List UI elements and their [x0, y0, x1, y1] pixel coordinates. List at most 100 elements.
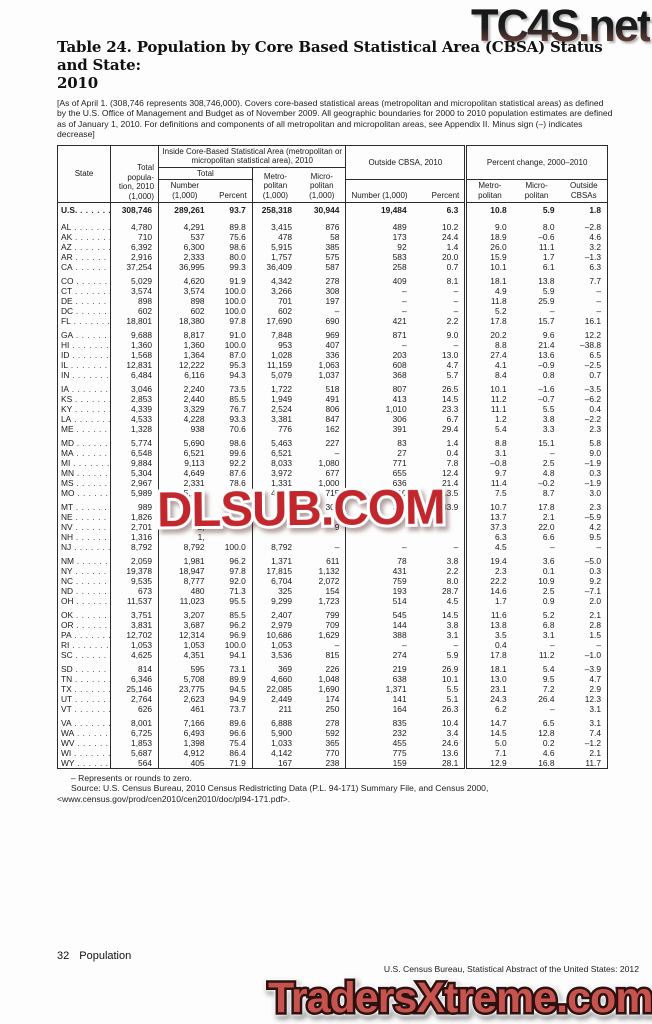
value-cell: 1,360: [183, 340, 205, 351]
value-cell: –: [412, 340, 468, 351]
value-cell: 6,548: [110, 448, 160, 459]
value-cell: 26.5: [412, 380, 468, 395]
value-cell: 3.1: [542, 630, 555, 641]
value-cell: 6.3: [494, 532, 507, 543]
value-cell: 11.6: [490, 610, 507, 621]
value-cell: 3.2: [589, 242, 601, 253]
value-cell: 3,831: [110, 620, 160, 631]
value-cell: 1.8: [589, 205, 601, 216]
value-cell: 5.2: [494, 306, 507, 317]
value-cell: 7,166: [183, 718, 205, 729]
table-row: DC . . . . . . . 602 602 100.0 602– – –5.2– –: [57, 306, 608, 317]
value-cell: 6.6: [542, 532, 555, 543]
value-cell: 11.2: [538, 650, 555, 661]
value-cell: 26.4: [538, 694, 555, 705]
value-cell: 18,380: [178, 316, 205, 327]
state-label: KY . . . . . . .: [57, 404, 112, 415]
value-cell: 0.3: [589, 468, 601, 479]
footnote-dash: – Represents or rounds to zero.: [71, 773, 192, 784]
table-row: CT . . . . . . . 3,574 3,574 100.0 3,266 308–…: [57, 286, 608, 297]
value-cell: 1.2: [494, 414, 507, 425]
value-cell: 807: [392, 384, 407, 395]
value-cell: –1.2: [584, 738, 601, 749]
value-cell: 6,493: [183, 728, 205, 739]
value-cell: 173: [392, 232, 407, 243]
value-cell: 7.5: [494, 488, 507, 499]
state-label: MT . . . . . . .: [57, 498, 112, 513]
value-cell: 0.9: [542, 596, 555, 607]
value-cell: 6,300: [183, 242, 205, 253]
value-cell: 771: [392, 458, 407, 469]
value-cell: 6,392: [110, 242, 160, 253]
state-label: OR . . . . . . .: [57, 620, 112, 631]
footnotes: – Represents or rounds to zero. Source: …: [57, 773, 613, 804]
value-cell: 2.3: [589, 502, 601, 513]
value-cell: 16.8: [538, 758, 555, 769]
value-cell: 91.0: [210, 326, 253, 341]
value-cell: 94.1: [210, 650, 253, 661]
table-row: OH . . . . . . . 11,537 11,023 95.5 9,299 1,7…: [57, 596, 608, 607]
value-cell: 10.4: [412, 714, 468, 729]
value-cell: 14.5: [412, 394, 468, 405]
value-cell: –7.1: [584, 586, 601, 597]
page-footer-right: U.S. Census Bureau, Statistical Abstract…: [383, 964, 639, 974]
value-cell: 5,915: [271, 242, 293, 253]
state-label: TX . . . . . . .: [57, 684, 112, 695]
value-cell: 518: [298, 380, 347, 395]
value-cell: 7.1: [494, 748, 507, 759]
value-cell: 2,524: [271, 404, 293, 415]
value-cell: 3,415: [271, 222, 293, 233]
value-cell: 3.1: [412, 630, 468, 641]
value-cell: 9.5: [589, 532, 601, 543]
value-cell: 759: [392, 576, 407, 587]
state-label: DE . . . . . . .: [57, 296, 112, 307]
table-row: UT . . . . . . . 2,764 2,623 94.9 2,449 174 14…: [57, 694, 608, 705]
value-cell: 638: [392, 674, 407, 685]
value-cell: 369: [278, 664, 293, 675]
value-cell: 3,329: [183, 404, 205, 415]
value-cell: 1,000: [298, 478, 347, 489]
value-cell: –1.9: [584, 478, 601, 489]
table-row: IA . . . . . . . 3,046 2,240 73.5 1,722 518 80…: [57, 380, 608, 395]
value-cell: 1,722: [271, 384, 293, 395]
state-label: NC . . . . . . .: [57, 576, 112, 587]
value-cell: 17,690: [266, 316, 293, 327]
value-cell: 274: [392, 650, 407, 661]
value-cell: 776: [278, 424, 293, 435]
col-header-number-outside: Number (1,000): [345, 179, 413, 204]
value-cell: 13.6: [412, 748, 468, 759]
value-cell: [210, 522, 253, 533]
value-cell: 18.1: [490, 664, 507, 675]
value-cell: 12,702: [110, 630, 160, 641]
value-cell: 21.4: [412, 478, 468, 489]
value-cell: 11.1: [538, 242, 555, 253]
state-label: MS . . . . . . .: [57, 478, 112, 489]
state-label: SD . . . . . . .: [57, 660, 112, 675]
value-cell: 690: [298, 316, 347, 327]
value-cell: 18,801: [110, 316, 160, 327]
table-row: NC . . . . . . . 9,535 8,777 92.0 6,704 2,072…: [57, 576, 608, 587]
value-cell: 8.4: [494, 370, 507, 381]
value-cell: 6.8: [542, 620, 555, 631]
state-label: DC . . . . . . .: [57, 306, 112, 317]
col-header-total-population: Total popula- tion, 2010 (1,000): [110, 145, 160, 204]
value-cell: –: [549, 306, 555, 317]
value-cell: 203: [392, 350, 407, 361]
value-cell: 80.0: [210, 252, 253, 263]
value-cell: 13.0: [412, 350, 468, 361]
value-cell: 13.6: [538, 350, 555, 361]
state-label: GA . . . . . . .: [57, 326, 112, 341]
value-cell: 1,037: [298, 370, 347, 381]
value-cell: 2,333: [183, 252, 205, 263]
value-cell: 7,848: [271, 330, 293, 341]
value-cell: 5,774: [110, 434, 160, 449]
value-cell: 4.1: [494, 360, 507, 371]
value-cell: 6,116: [184, 370, 205, 381]
title-line-2: 2010: [57, 74, 98, 92]
value-cell: 12.9: [490, 758, 507, 769]
value-cell: –: [298, 306, 347, 317]
table-row: VA . . . . . . . 8,001 7,166 89.6 6,888 278 83…: [57, 714, 608, 729]
value-cell: –0.6: [538, 232, 555, 243]
value-cell: 5.9: [542, 286, 555, 297]
value-cell: 11,023: [179, 596, 205, 607]
